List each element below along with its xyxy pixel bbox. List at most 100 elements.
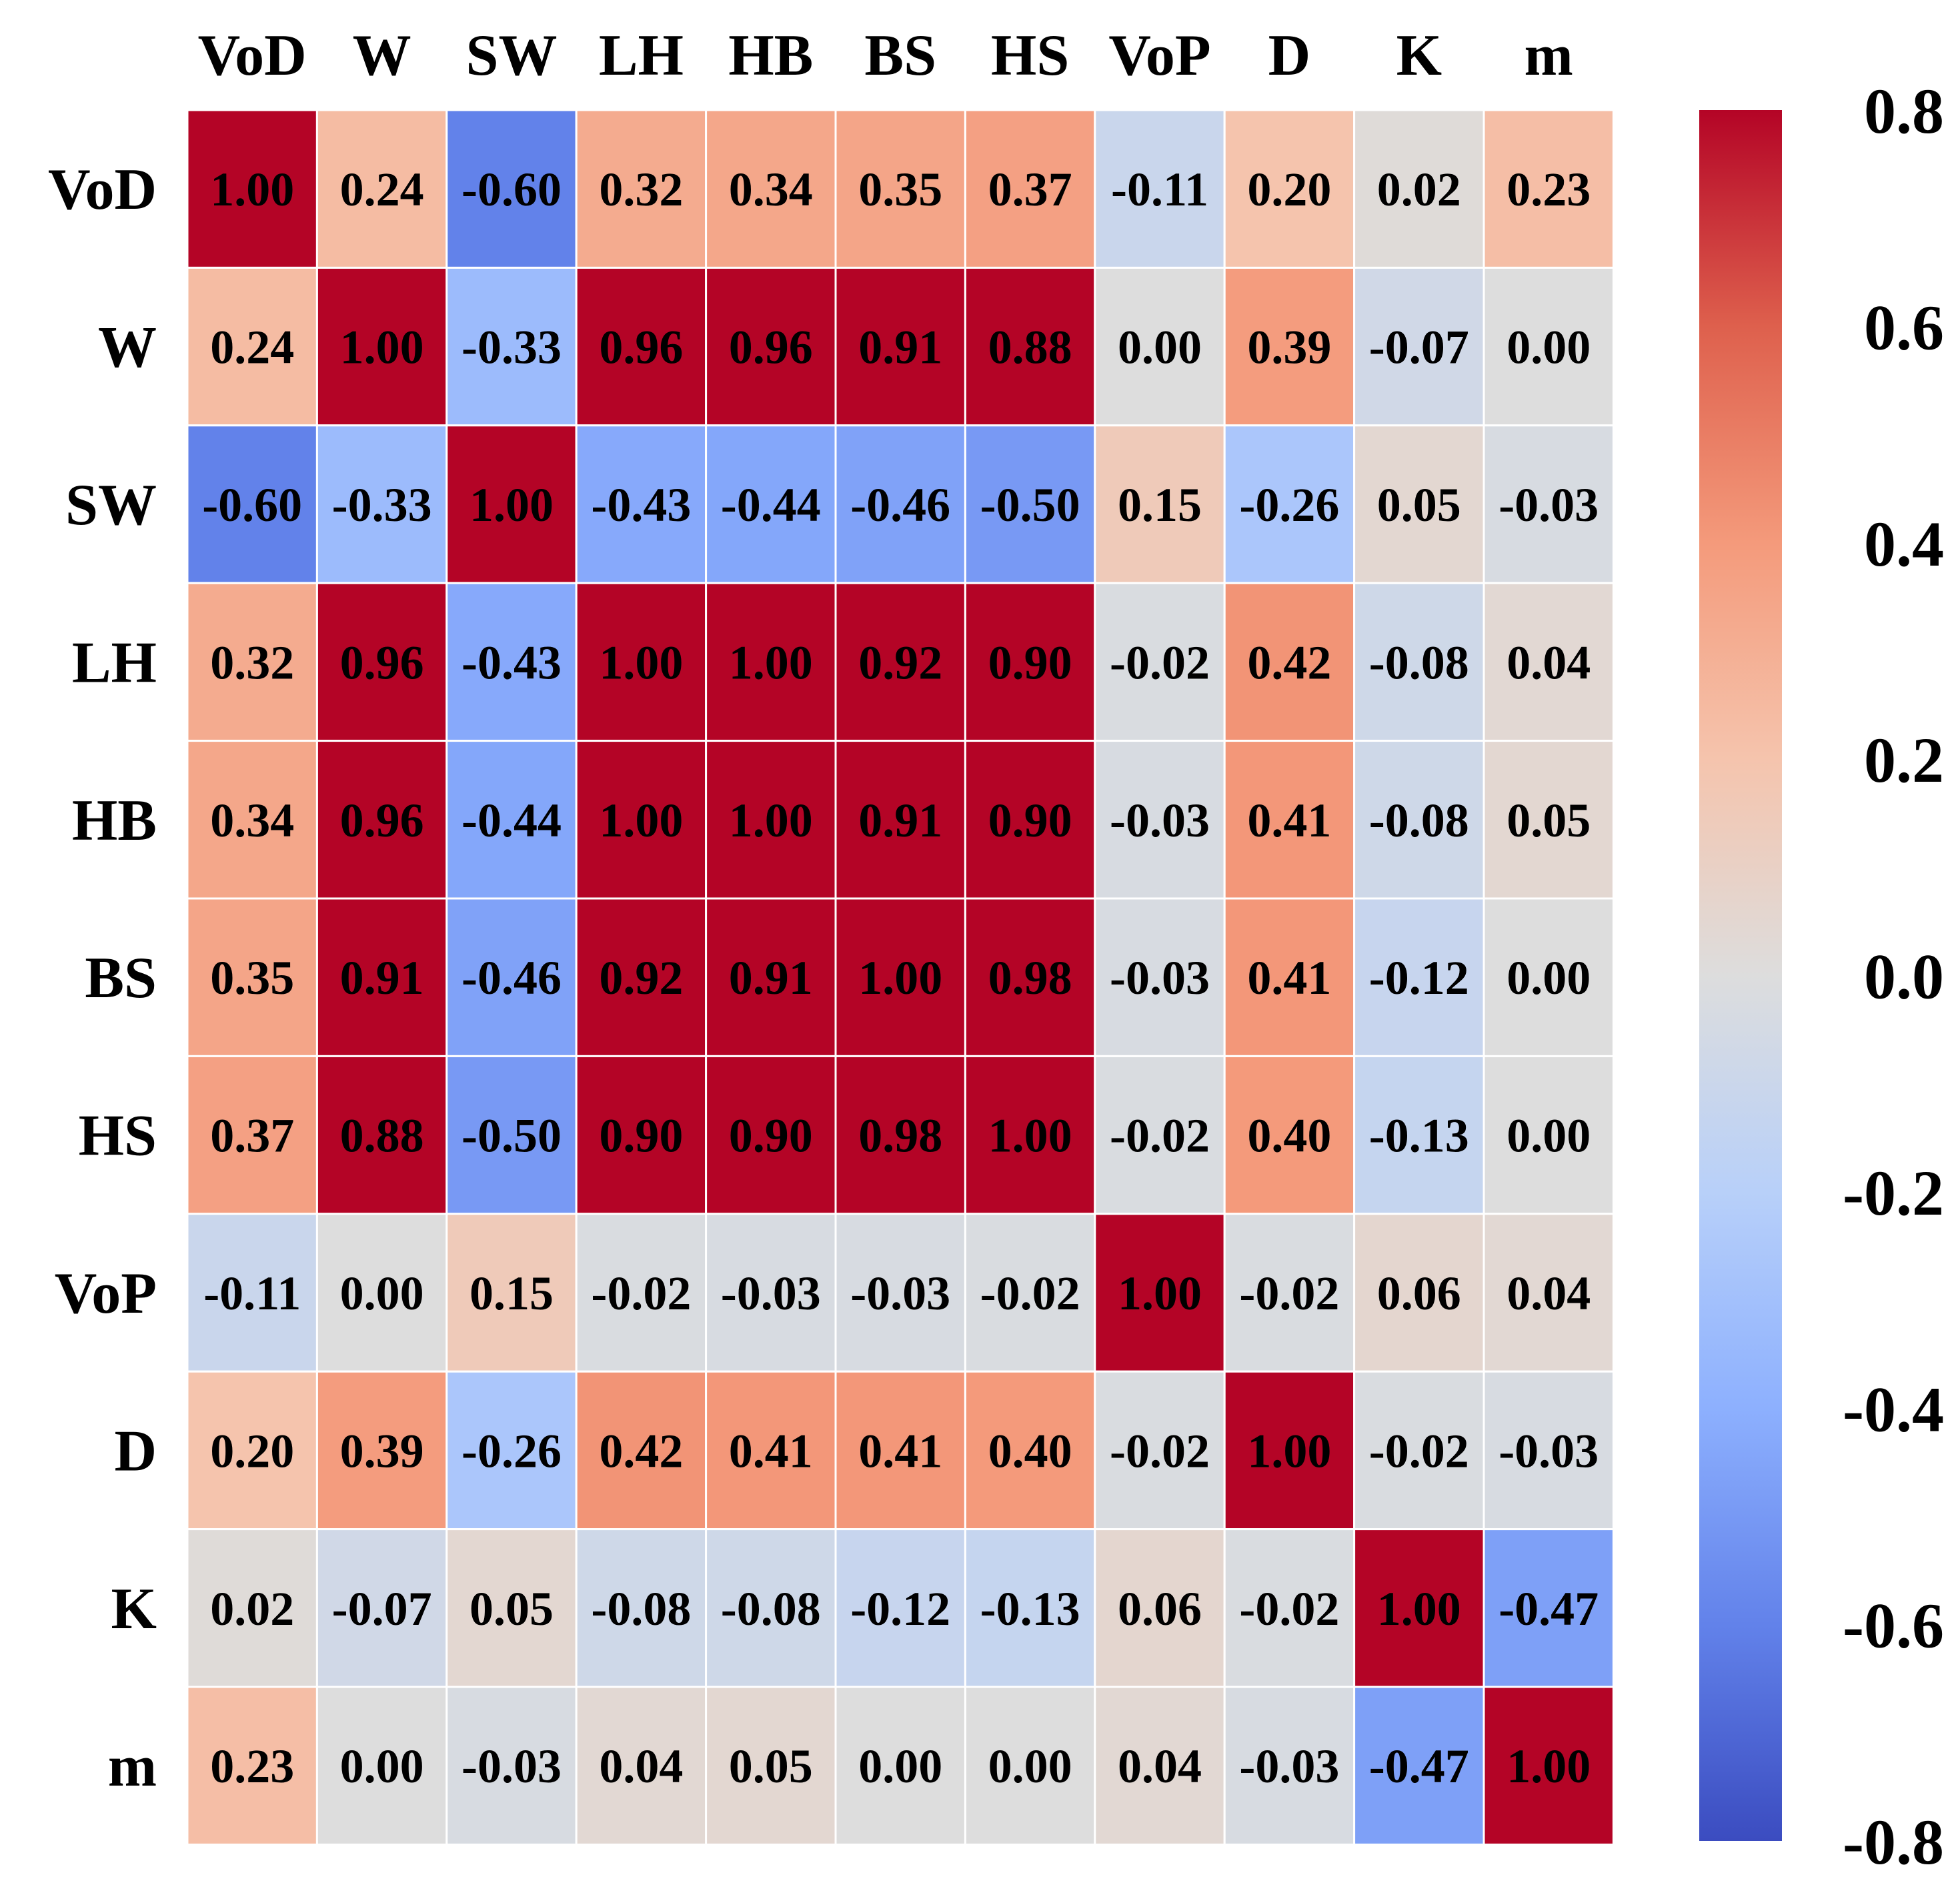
cell-value-label: -0.60 [461, 163, 562, 216]
heatmap-cell-VoP-VoD [186, 1213, 318, 1373]
heatmap-cell-HS-BS [834, 1055, 966, 1215]
cell-value-label: -0.44 [721, 478, 821, 532]
column-label-HS: HS [991, 23, 1069, 88]
cell-value-label: 0.34 [210, 794, 294, 847]
cell-value-label: 0.96 [729, 321, 813, 374]
cell-value-label: 0.98 [988, 951, 1072, 1005]
cell-value-label: 1.00 [858, 951, 942, 1005]
cell-value-label: 0.40 [1247, 1109, 1331, 1163]
cell-value-label: -0.13 [980, 1582, 1080, 1636]
heatmap-cell-HB-K [1353, 740, 1485, 900]
heatmap-cell-VoP-LH [575, 1213, 708, 1373]
heatmap-cell-D-K [1353, 1370, 1485, 1531]
cell-value-label: 0.00 [340, 1267, 424, 1320]
cell-value-label: -0.03 [1499, 1424, 1599, 1477]
heatmap-cell-HS-HS [964, 1055, 1096, 1215]
heatmap-cell-K-D [1223, 1528, 1356, 1688]
colorbar-tick-label: -0.6 [1843, 1590, 1944, 1662]
cell-value-label: 0.24 [210, 321, 294, 374]
cell-value-label: 0.04 [1507, 636, 1591, 689]
heatmap-cell-VoP-HS [964, 1213, 1096, 1373]
cell-value-label: 0.06 [1118, 1582, 1202, 1636]
row-labels: VoD W SW LH HB BS HS VoP D Km [48, 157, 157, 1799]
cell-value-label: -0.02 [980, 1267, 1080, 1320]
heatmap-cell-HS-LH [575, 1055, 708, 1215]
cell-value-label: 1.00 [599, 794, 683, 847]
heatmap-cell-K-HB [705, 1528, 837, 1688]
heatmap-cell-HB-BS [834, 740, 966, 900]
heatmap-cell-VoD-LH [575, 109, 708, 269]
heatmap-cell-LH-BS [834, 582, 966, 742]
cell-value-label: 0.96 [340, 636, 424, 689]
heatmap-cell-VoD-W [315, 109, 448, 269]
cell-value-label: -0.07 [332, 1582, 432, 1636]
cell-value-label: -0.03 [850, 1267, 950, 1320]
row-label-VoP: VoP [55, 1261, 157, 1326]
heatmap-cell-m-K [1353, 1686, 1485, 1846]
heatmap-cell-VoP-VoP [1094, 1213, 1226, 1373]
cell-value-label: 0.02 [1377, 163, 1461, 216]
cell-value-label: 0.91 [340, 951, 424, 1005]
heatmap-cell-SW-VoD [186, 424, 318, 584]
cell-value-label: -0.03 [1499, 478, 1599, 532]
heatmap-cell-W-m [1483, 266, 1615, 427]
cell-value-label: 1.00 [1507, 1740, 1591, 1793]
heatmap-cell-K-m [1483, 1528, 1615, 1688]
column-label-W: W [353, 23, 411, 88]
cell-value-label: -0.47 [1369, 1740, 1469, 1793]
cell-value-label: 1.00 [599, 636, 683, 689]
heatmap-cell-SW-BS [834, 424, 966, 584]
heatmap-cell-K-VoD [186, 1528, 318, 1688]
heatmap-cell-VoP-m [1483, 1213, 1615, 1373]
column-label-LH: LH [599, 23, 684, 88]
heatmap-cell-W-VoP [1094, 266, 1226, 427]
cell-value-label: -0.02 [1110, 636, 1210, 689]
cell-value-label: -0.46 [850, 478, 950, 532]
cell-value-label: -0.13 [1369, 1109, 1469, 1163]
heatmap-cell-VoD-K [1353, 109, 1485, 269]
cell-value-label: -0.03 [721, 1267, 821, 1320]
cell-value-label: -0.03 [1239, 1740, 1339, 1793]
cell-value-label: 0.00 [1507, 1109, 1591, 1163]
cell-value-label: 0.88 [988, 321, 1072, 374]
cell-value-label: -0.02 [1369, 1424, 1469, 1477]
colorbar-gradient [1699, 110, 1782, 1841]
column-label-VoD: VoD [198, 23, 307, 88]
heatmap-cell-K-SW [445, 1528, 578, 1688]
cell-value-label: 0.39 [1247, 321, 1331, 374]
heatmap-cell-HS-K [1353, 1055, 1485, 1215]
cell-value-label: 0.20 [1247, 163, 1331, 216]
heatmap-cell-D-VoD [186, 1370, 318, 1531]
heatmap-cell-HB-m [1483, 740, 1615, 900]
heatmap-cell-m-VoD [186, 1686, 318, 1846]
heatmap-cell-BS-VoD [186, 897, 318, 1057]
cell-value-label: 0.88 [340, 1109, 424, 1163]
cell-value-label: 1.00 [729, 794, 813, 847]
cell-value-label: -0.44 [461, 794, 562, 847]
heatmap-cell-LH-SW [445, 582, 578, 742]
cell-value-label: 0.04 [1507, 1267, 1591, 1320]
cell-value-label: -0.02 [591, 1267, 691, 1320]
cell-value-label: 0.42 [599, 1424, 683, 1477]
cell-value-label: 0.24 [340, 163, 424, 216]
cell-value-label: 1.00 [988, 1109, 1072, 1163]
row-label-m: m [108, 1734, 157, 1799]
column-label-HB: HB [728, 23, 813, 88]
cell-value-label: 0.41 [1247, 794, 1331, 847]
cell-value-label: 1.00 [1118, 1267, 1202, 1320]
cell-value-label: 0.35 [210, 951, 294, 1005]
heatmap-cell-D-HS [964, 1370, 1096, 1531]
cell-value-label: -0.47 [1499, 1582, 1599, 1636]
heatmap-cell-K-LH [575, 1528, 708, 1688]
heatmap-cell-LH-W [315, 582, 448, 742]
heatmap-cell-LH-LH [575, 582, 708, 742]
colorbar-tick-label: -0.4 [1843, 1373, 1944, 1445]
cell-value-label: -0.03 [1110, 951, 1210, 1005]
cell-value-label: -0.03 [1110, 794, 1210, 847]
cell-value-label: -0.02 [1239, 1582, 1339, 1636]
cell-value-label: 0.00 [988, 1740, 1072, 1793]
cell-value-label: 1.00 [1247, 1424, 1331, 1477]
heatmap-cell-VoP-HB [705, 1213, 837, 1373]
colorbar-tick-label: 0.6 [1864, 291, 1944, 363]
cell-value-label: 0.37 [988, 163, 1072, 216]
